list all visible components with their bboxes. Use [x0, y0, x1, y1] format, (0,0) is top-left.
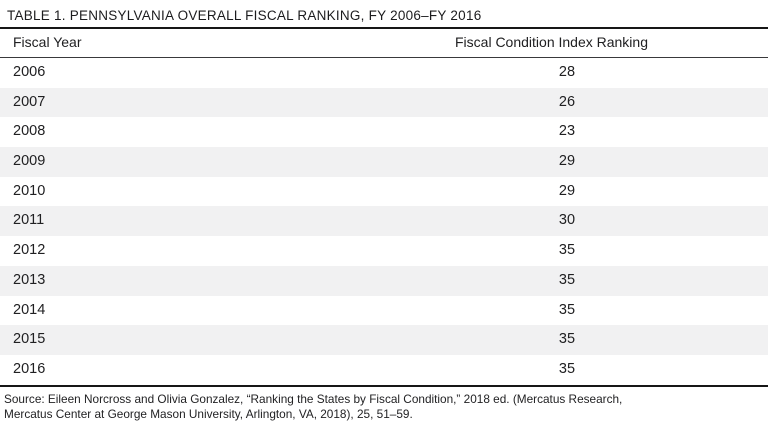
table-row: 2009 29 — [0, 147, 768, 177]
cell-fiscal-year: 2011 — [13, 212, 45, 229]
cell-ranking: 35 — [558, 271, 576, 288]
cell-fiscal-year: 2014 — [13, 301, 46, 318]
table-row: 2007 26 — [0, 87, 768, 118]
table-row: 2014 35 — [0, 295, 768, 326]
table-row: 2006 28 — [0, 58, 768, 88]
cell-ranking: 35 — [558, 360, 576, 377]
cell-ranking: 29 — [558, 182, 576, 199]
cell-fiscal-year: 2008 — [13, 123, 46, 140]
source-line-1: Source: Eileen Norcross and Olivia Gonza… — [4, 391, 623, 406]
table-row: 2016 35 — [0, 354, 768, 385]
table-row: 2011 30 — [0, 206, 768, 237]
table-header-row: Fiscal Year Fiscal Condition Index Ranki… — [0, 29, 768, 58]
table-row: 2012 35 — [0, 236, 768, 266]
cell-fiscal-year: 2015 — [13, 331, 46, 348]
cell-fiscal-year: 2016 — [13, 360, 46, 377]
cell-fiscal-year: 2012 — [13, 242, 46, 259]
table-row: 2008 23 — [0, 117, 768, 148]
cell-ranking: 35 — [558, 331, 576, 348]
cell-ranking: 29 — [558, 153, 576, 170]
cell-fiscal-year: 2006 — [13, 64, 46, 80]
column-header-ranking: Fiscal Condition Index Ranking — [455, 34, 648, 50]
table-row: 2013 35 — [0, 265, 768, 296]
source-citation: Source: Eileen Norcross and Olivia Gonza… — [0, 387, 768, 423]
cell-fiscal-year: 2007 — [13, 93, 46, 110]
column-header-fiscal-year: Fiscal Year — [13, 34, 82, 50]
table-row: 2010 29 — [0, 176, 768, 207]
cell-fiscal-year: 2013 — [13, 271, 46, 288]
source-line-2: Mercatus Center at George Mason Universi… — [4, 407, 413, 422]
cell-ranking: 35 — [558, 242, 576, 259]
cell-fiscal-year: 2010 — [13, 182, 46, 199]
table-title: TABLE 1. PENNSYLVANIA OVERALL FISCAL RAN… — [0, 0, 768, 29]
cell-ranking: 35 — [558, 301, 576, 318]
table-body: 2006 28 2007 26 2008 23 2009 29 2010 29 … — [0, 58, 768, 387]
cell-ranking: 28 — [558, 64, 576, 80]
cell-ranking: 23 — [558, 123, 576, 140]
table-row: 2015 35 — [0, 325, 768, 355]
cell-ranking: 26 — [558, 93, 576, 110]
cell-ranking: 30 — [558, 212, 576, 229]
cell-fiscal-year: 2009 — [13, 153, 46, 170]
